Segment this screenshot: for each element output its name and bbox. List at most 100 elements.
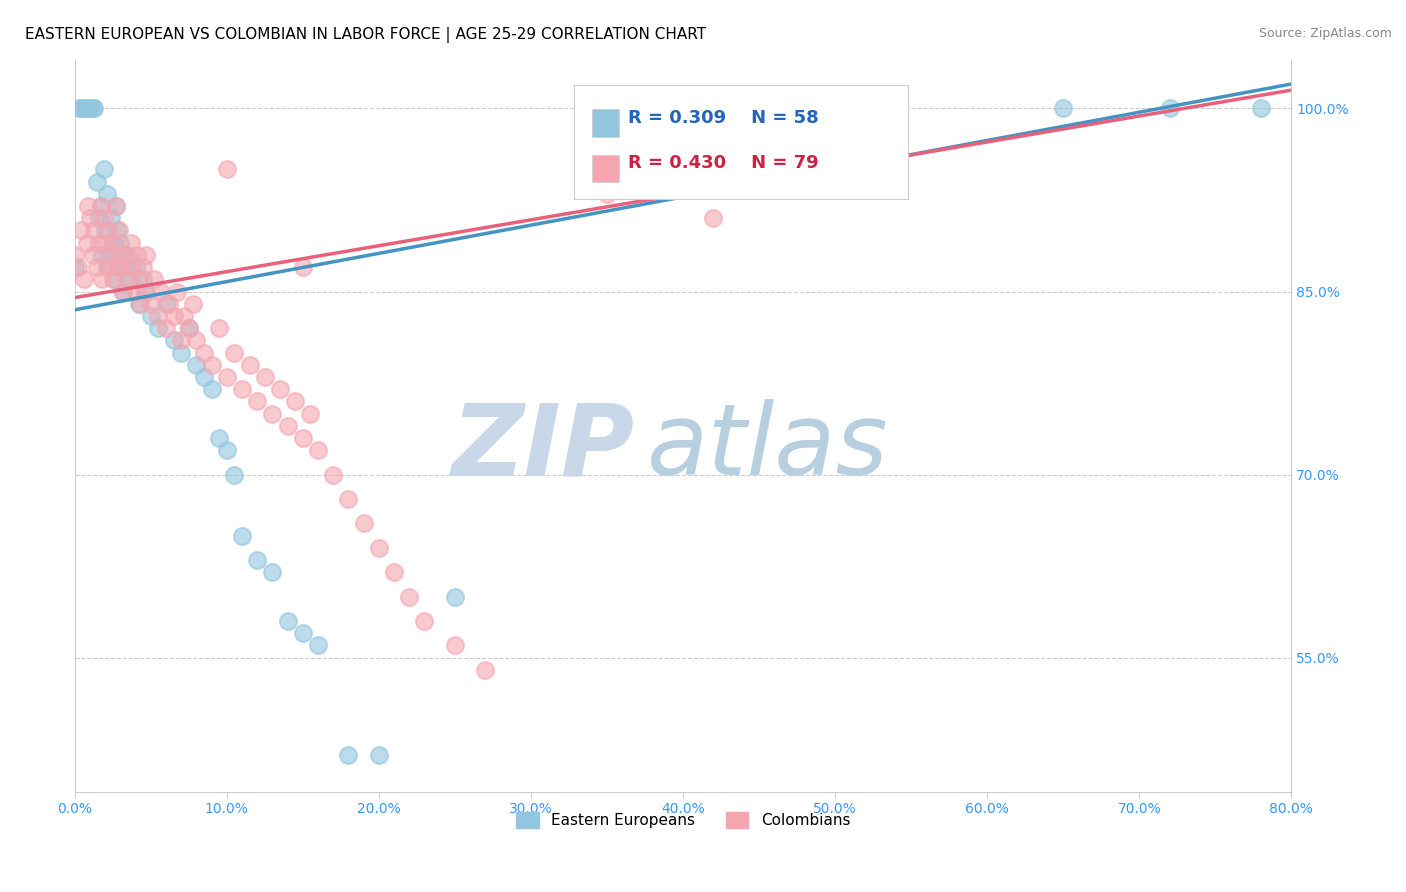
Point bbox=[86, 175, 108, 189]
Point bbox=[337, 748, 360, 763]
Point bbox=[110, 235, 132, 250]
Point bbox=[474, 663, 496, 677]
Point bbox=[299, 407, 322, 421]
Point bbox=[155, 296, 177, 310]
Point bbox=[112, 285, 135, 299]
Point bbox=[596, 186, 619, 201]
Point bbox=[193, 345, 215, 359]
Point bbox=[224, 467, 246, 482]
Point bbox=[322, 467, 344, 482]
Point bbox=[284, 394, 307, 409]
Point bbox=[215, 443, 238, 458]
Point bbox=[177, 321, 200, 335]
Point bbox=[253, 370, 276, 384]
Point bbox=[291, 431, 314, 445]
Point bbox=[353, 516, 375, 531]
Point bbox=[94, 223, 117, 237]
Point bbox=[702, 211, 724, 226]
Text: EASTERN EUROPEAN VS COLOMBIAN IN LABOR FORCE | AGE 25-29 CORRELATION CHART: EASTERN EUROPEAN VS COLOMBIAN IN LABOR F… bbox=[25, 27, 706, 43]
Point bbox=[103, 272, 125, 286]
Point bbox=[112, 285, 135, 299]
Point bbox=[103, 235, 125, 250]
Text: Source: ZipAtlas.com: Source: ZipAtlas.com bbox=[1258, 27, 1392, 40]
Point bbox=[367, 748, 389, 763]
Point bbox=[124, 285, 146, 299]
Point bbox=[132, 272, 155, 286]
Point bbox=[93, 211, 115, 226]
Point bbox=[291, 626, 314, 640]
Point bbox=[382, 566, 405, 580]
Point bbox=[75, 102, 97, 116]
Point bbox=[150, 285, 173, 299]
Point bbox=[82, 248, 104, 262]
Point bbox=[63, 260, 86, 274]
Point bbox=[208, 431, 231, 445]
Point bbox=[128, 296, 150, 310]
Point bbox=[96, 186, 118, 201]
Point bbox=[398, 590, 420, 604]
Point bbox=[262, 566, 284, 580]
Legend: Eastern Europeans, Colombians: Eastern Europeans, Colombians bbox=[508, 805, 858, 836]
Point bbox=[166, 285, 188, 299]
FancyBboxPatch shape bbox=[574, 86, 908, 199]
Point bbox=[107, 260, 129, 274]
Point bbox=[231, 382, 253, 396]
Point bbox=[134, 285, 156, 299]
Point bbox=[193, 370, 215, 384]
Point bbox=[105, 223, 128, 237]
Point bbox=[177, 321, 200, 335]
Point bbox=[277, 418, 299, 433]
Point bbox=[97, 260, 120, 274]
Point bbox=[76, 235, 98, 250]
Point bbox=[186, 334, 208, 348]
Point bbox=[246, 553, 269, 567]
Point bbox=[262, 407, 284, 421]
Point bbox=[87, 235, 110, 250]
Point bbox=[83, 223, 105, 237]
Point bbox=[269, 382, 291, 396]
Point bbox=[148, 309, 170, 323]
Point bbox=[413, 614, 436, 628]
Point bbox=[67, 102, 90, 116]
Point bbox=[90, 199, 112, 213]
Point bbox=[157, 296, 180, 310]
Point bbox=[135, 248, 157, 262]
Point bbox=[91, 248, 114, 262]
Point bbox=[100, 211, 122, 226]
Point bbox=[186, 358, 208, 372]
Point bbox=[120, 272, 142, 286]
Point bbox=[444, 639, 467, 653]
Point bbox=[98, 248, 121, 262]
Point bbox=[72, 102, 94, 116]
Point bbox=[125, 248, 148, 262]
Point bbox=[135, 285, 157, 299]
Point bbox=[114, 260, 136, 274]
Point bbox=[73, 272, 96, 286]
Point bbox=[307, 639, 329, 653]
Point bbox=[94, 235, 117, 250]
Point bbox=[93, 162, 115, 177]
Point bbox=[97, 223, 120, 237]
Point bbox=[173, 309, 195, 323]
Bar bbox=[592, 154, 619, 182]
Point bbox=[87, 211, 110, 226]
Point bbox=[142, 272, 165, 286]
Point bbox=[124, 260, 146, 274]
Point bbox=[170, 334, 193, 348]
Point bbox=[224, 345, 246, 359]
Point bbox=[96, 260, 118, 274]
Point bbox=[139, 309, 162, 323]
Point bbox=[239, 358, 262, 372]
Point bbox=[129, 296, 152, 310]
Point bbox=[120, 235, 142, 250]
Point bbox=[139, 296, 162, 310]
Text: R = 0.430    N = 79: R = 0.430 N = 79 bbox=[628, 154, 818, 172]
Point bbox=[66, 260, 89, 274]
Point bbox=[114, 248, 136, 262]
Point bbox=[1052, 102, 1074, 116]
Point bbox=[83, 102, 105, 116]
Point bbox=[307, 443, 329, 458]
Point bbox=[132, 260, 155, 274]
Point bbox=[215, 370, 238, 384]
Point bbox=[148, 321, 170, 335]
